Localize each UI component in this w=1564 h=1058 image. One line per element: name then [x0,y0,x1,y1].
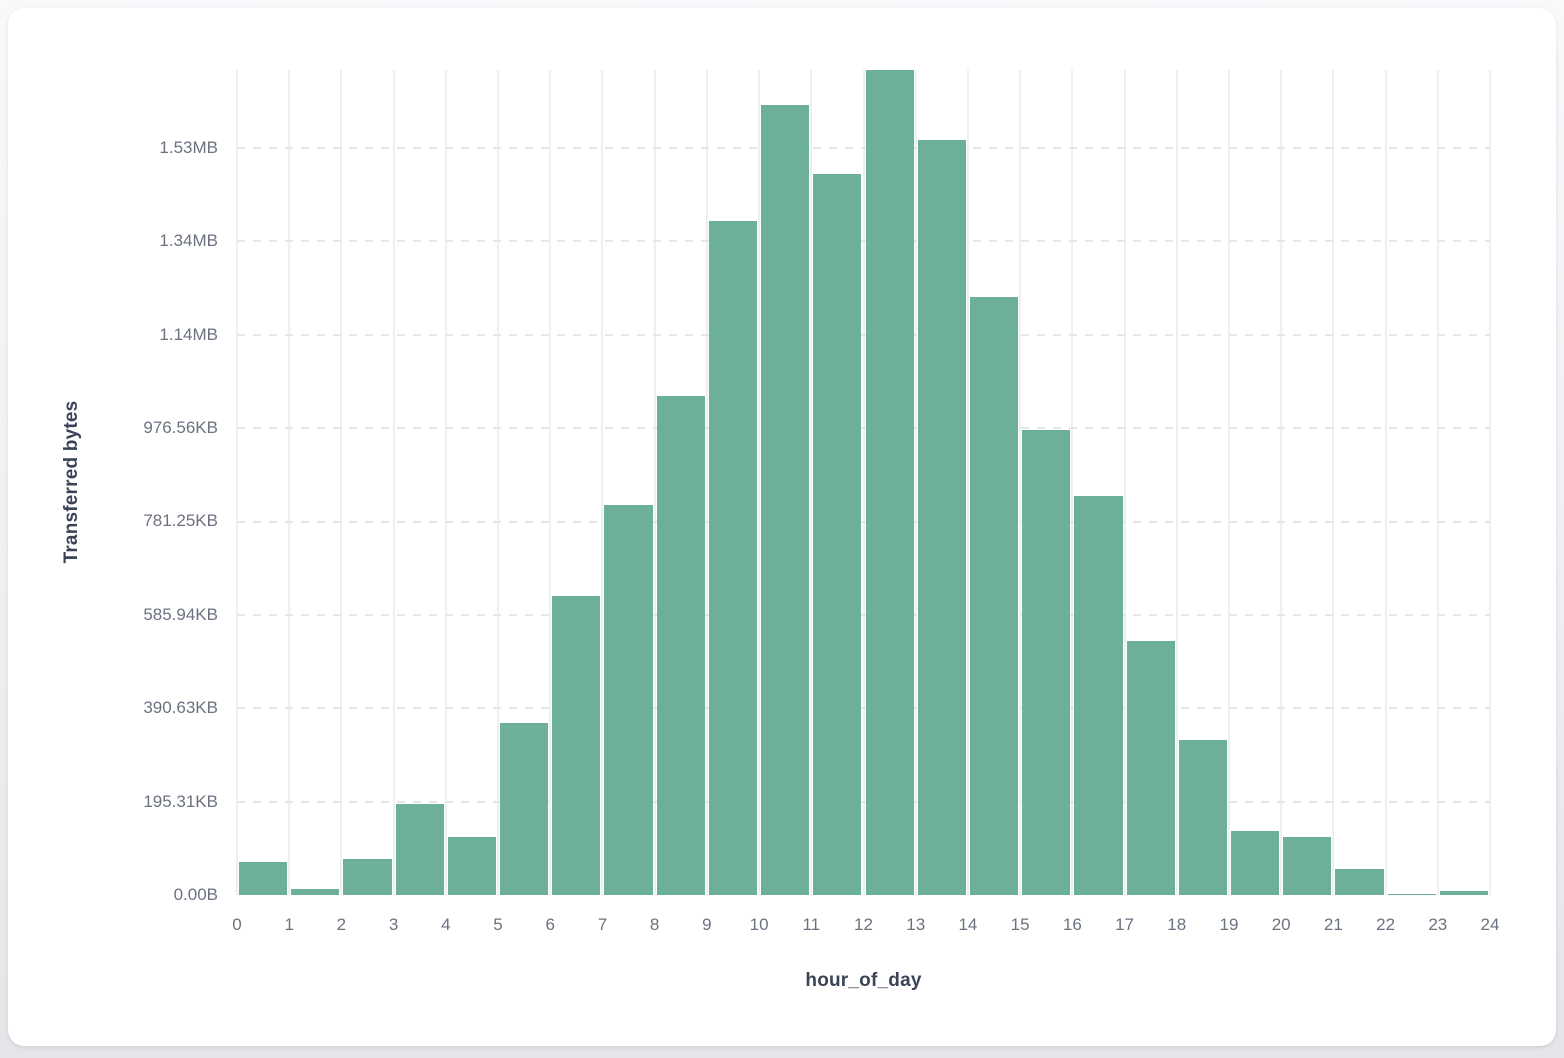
x-tick-label: 10 [749,915,769,934]
y-tick-label: 1.14MB [159,324,218,344]
x-tick-label: 21 [1323,915,1343,934]
histogram-bar-hour-13[interactable] [917,140,966,895]
histogram-bar-hour-4[interactable] [447,836,497,895]
histogram-bar-hour-19[interactable] [1230,830,1280,895]
horizontal-gridline [237,333,1490,336]
horizontal-gridline [237,240,1490,243]
vertical-gridline [862,70,865,895]
vertical-gridline [1384,70,1387,895]
x-tick-label: 14 [958,915,978,934]
vertical-gridline [1175,70,1178,895]
vertical-gridline [1489,70,1491,895]
histogram-bar-hour-12[interactable] [865,70,914,895]
vertical-gridline [392,70,395,895]
x-tick-label: 12 [854,915,873,934]
x-axis-title: hour_of_day [805,970,922,991]
histogram-bar-hour-17[interactable] [1126,640,1175,895]
plot-area [236,70,1491,895]
horizontal-gridline [237,520,1490,523]
x-tick-label: 2 [336,915,347,934]
vertical-gridline [340,70,343,895]
x-tick-label: 16 [1062,915,1082,934]
x-tick-label: 0 [232,915,242,934]
histogram-bar-hour-21[interactable] [1335,869,1384,895]
histogram-bar-hour-11[interactable] [813,174,862,895]
vertical-gridline [601,70,604,895]
chart-card: Transferred bytes 0.00B 195.31KB 390.63KB 5… [8,8,1556,1046]
x-tick-label: 9 [702,915,712,934]
x-tick-label: 13 [906,915,926,934]
x-tick-label: 5 [493,915,503,934]
vertical-gridline [1436,70,1439,895]
y-tick-label: 976.56KB [143,418,218,438]
histogram-bar-hour-6[interactable] [552,595,601,895]
y-tick-label: 195.31KB [143,791,218,811]
vertical-gridline [236,70,238,895]
x-tick-label: 24 [1480,915,1500,934]
horizontal-gridline [237,613,1490,616]
vertical-gridline [288,70,291,895]
vertical-gridline [444,70,447,895]
x-tick-label: 22 [1376,915,1396,934]
histogram-bar-hour-9[interactable] [708,221,758,895]
x-tick-label: 17 [1115,915,1134,934]
vertical-gridline [1123,70,1126,895]
y-tick-label: 781.25KB [143,511,218,531]
horizontal-gridline [237,707,1490,710]
histogram-bar-hour-7[interactable] [604,504,653,895]
x-tick-label: 19 [1219,915,1239,934]
x-tick-label: 18 [1167,915,1187,934]
horizontal-gridline [237,146,1490,149]
x-tick-label: 8 [649,915,660,934]
x-axis-tick-labels: 0 1 2 3 4 5 6 7 8 9 10 11 12 13 14 15 16 17 18 19 20 21 22 23 24 [232,895,1499,939]
x-tick-label: 1 [284,915,294,934]
histogram-bar-hour-18[interactable] [1178,739,1227,895]
x-tick-label: 6 [545,915,555,934]
histogram-bar-hour-0[interactable] [239,862,288,895]
x-tick-label: 11 [802,915,821,934]
y-axis-tick-labels: 0.00B 195.31KB 390.63KB 585.94KB 781.25KB 976… [8,70,218,904]
x-tick-label: 23 [1428,915,1448,934]
histogram-bar-hour-23[interactable] [1439,890,1488,895]
vertical-gridline [549,70,552,895]
vertical-gridline [497,70,500,895]
histogram-bar-hour-16[interactable] [1074,495,1123,895]
histogram-bar-hour-22[interactable] [1387,893,1436,895]
x-tick-label: 7 [597,915,608,934]
histogram-bar-hour-8[interactable] [656,395,705,895]
x-tick-label: 4 [441,915,451,934]
vertical-gridline [1332,70,1335,895]
histogram-bar-hour-2[interactable] [343,858,392,895]
y-tick-label: 1.53MB [159,137,218,157]
vertical-gridline [914,70,917,895]
vertical-gridline [1071,70,1074,895]
histogram-bar-hour-20[interactable] [1283,836,1332,895]
histogram-bar-hour-1[interactable] [291,888,340,895]
horizontal-gridline [237,427,1490,430]
vertical-gridline [1227,70,1230,895]
vertical-gridline [1019,70,1022,895]
histogram-bar-hour-15[interactable] [1022,429,1071,895]
vertical-gridline [653,70,656,895]
horizontal-gridline [237,800,1490,803]
histogram-bar-hour-5[interactable] [500,722,549,895]
x-tick-label: 3 [388,915,399,934]
vertical-gridline [758,70,761,895]
vertical-gridline [966,70,969,895]
histogram-bar-hour-14[interactable] [969,296,1019,895]
histogram-bar-hour-10[interactable] [761,105,810,895]
y-tick-label: 0.00B [173,885,218,904]
x-tick-label: 15 [1010,915,1030,934]
y-tick-label: 390.63KB [143,698,218,718]
histogram-bar-hour-3[interactable] [395,803,444,895]
vertical-gridline [810,70,813,895]
y-tick-label: 1.34MB [159,231,218,251]
vertical-gridline [1280,70,1283,895]
vertical-gridline [705,70,708,895]
x-tick-label: 20 [1271,915,1291,934]
y-tick-label: 585.94KB [143,604,218,624]
